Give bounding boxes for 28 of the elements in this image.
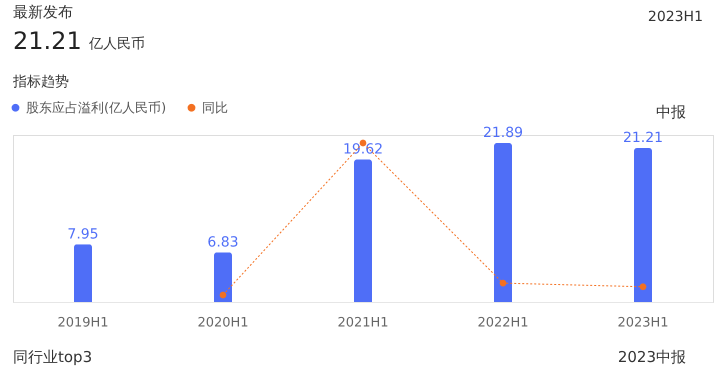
point	[500, 280, 506, 286]
text: 2023H1	[648, 9, 703, 25]
point	[220, 292, 226, 298]
legend-label: 股东应占溢利(亿人民币)	[26, 100, 166, 116]
data-label: 6.83	[207, 234, 239, 250]
text: 中报	[656, 103, 686, 121]
bar	[214, 252, 232, 302]
x-tick-label: 2020H1	[197, 316, 249, 330]
x-tick-label: 2023H1	[617, 316, 669, 330]
data-label: 21.89	[482, 125, 524, 142]
x-tick-label: 2022H1	[477, 316, 529, 330]
text: 同行业top3	[13, 348, 92, 366]
bar	[494, 143, 512, 302]
bar	[74, 244, 92, 302]
data-label: 19.62	[342, 142, 384, 158]
point	[640, 283, 646, 290]
x-tick-label: 2021H1	[337, 316, 389, 330]
data-label: 21.21	[622, 130, 664, 146]
text: 最新发布	[13, 3, 73, 21]
legend-label: 同比	[202, 100, 228, 116]
text: 21.21	[13, 27, 82, 55]
bar	[354, 160, 372, 302]
text: 亿人民币	[88, 36, 145, 52]
bar	[634, 148, 652, 302]
data-label: 7.95	[67, 226, 99, 242]
text: 2023中报	[618, 348, 686, 366]
chart-title: 指标趋势	[12, 74, 69, 90]
x-tick-label: 2019H1	[57, 316, 109, 330]
